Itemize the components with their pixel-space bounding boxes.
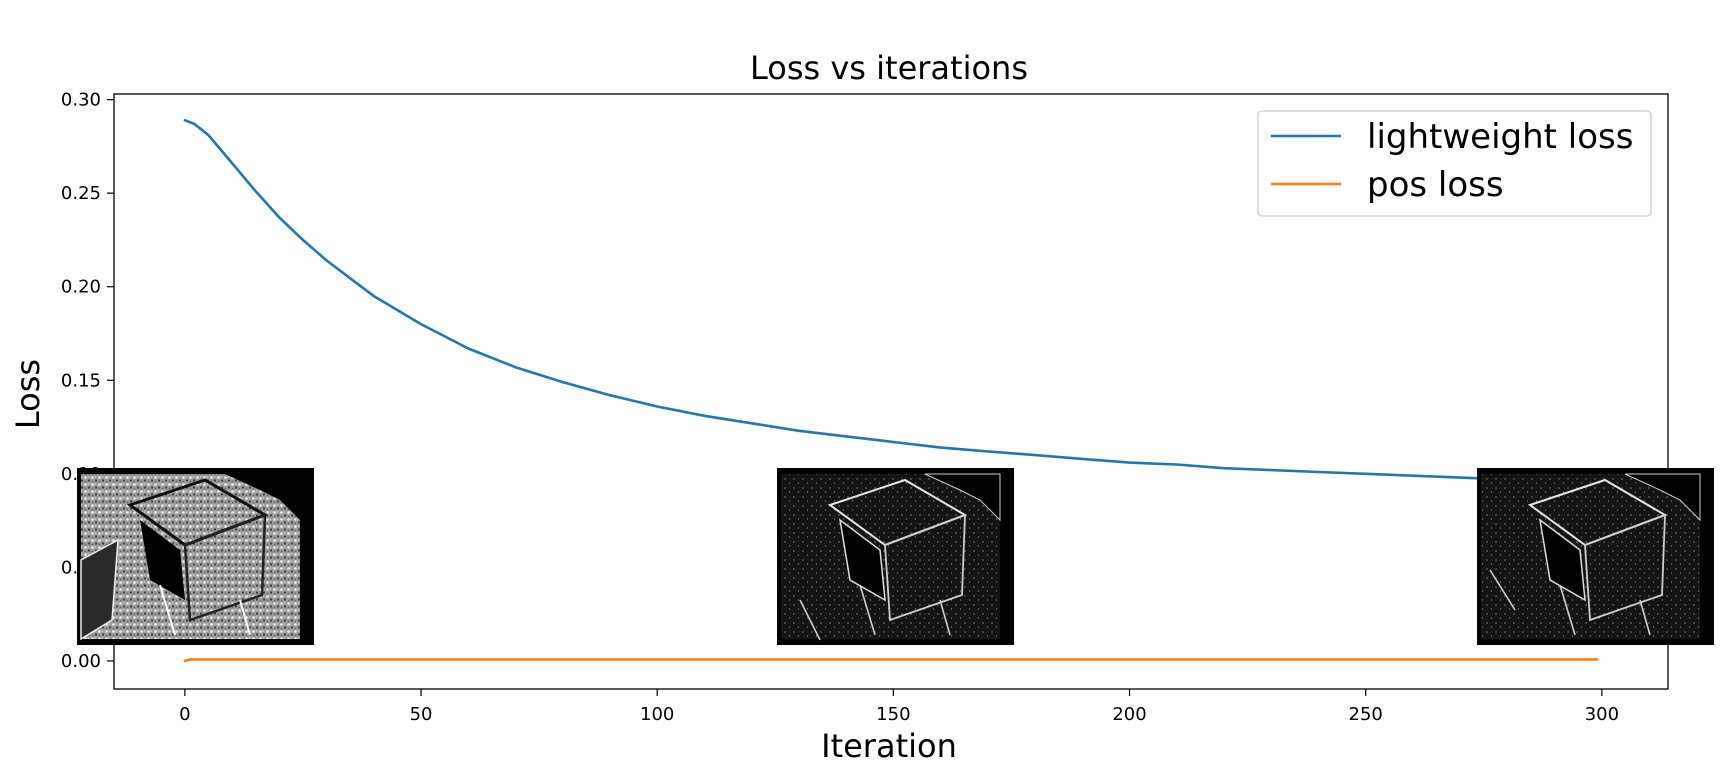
x-tick-label: 0 [179, 704, 190, 725]
series-line-pos-loss [183, 658, 1599, 663]
inset-image-iteration-150 [777, 468, 1014, 645]
inset-image-iteration-0 [77, 468, 314, 645]
x-tick-label: 300 [1585, 704, 1619, 725]
series-line-lightweight-loss [183, 118, 1599, 485]
legend: lightweight loss pos loss [1257, 110, 1652, 217]
x-tick-label: 250 [1349, 704, 1383, 725]
legend-box [1257, 110, 1652, 217]
y-tick-label: 0.25 [61, 183, 101, 204]
x-tick-label: 150 [876, 704, 910, 725]
y-tick-label: 0.00 [61, 651, 101, 672]
x-tick-label: 50 [410, 704, 433, 725]
y-tick-label: 0.15 [61, 370, 101, 391]
y-tick-label: 0.20 [61, 277, 101, 298]
y-tick-label: 0.30 [61, 90, 101, 111]
x-axis-ticks: 0 50 100 150 200 250 300 [179, 689, 1619, 725]
series-layer [183, 118, 1599, 663]
legend-label-pos-loss: pos loss [1367, 165, 1504, 205]
chart-title: Loss vs iterations [750, 49, 1028, 87]
legend-label-lightweight-loss: lightweight loss [1367, 117, 1633, 157]
x-tick-label: 200 [1112, 704, 1146, 725]
y-axis-label: Loss [9, 359, 47, 429]
x-axis-label: Iteration [821, 727, 957, 765]
x-tick-label: 100 [640, 704, 674, 725]
plot-frame [113, 93, 1669, 690]
inset-image-iteration-300 [1477, 468, 1714, 645]
